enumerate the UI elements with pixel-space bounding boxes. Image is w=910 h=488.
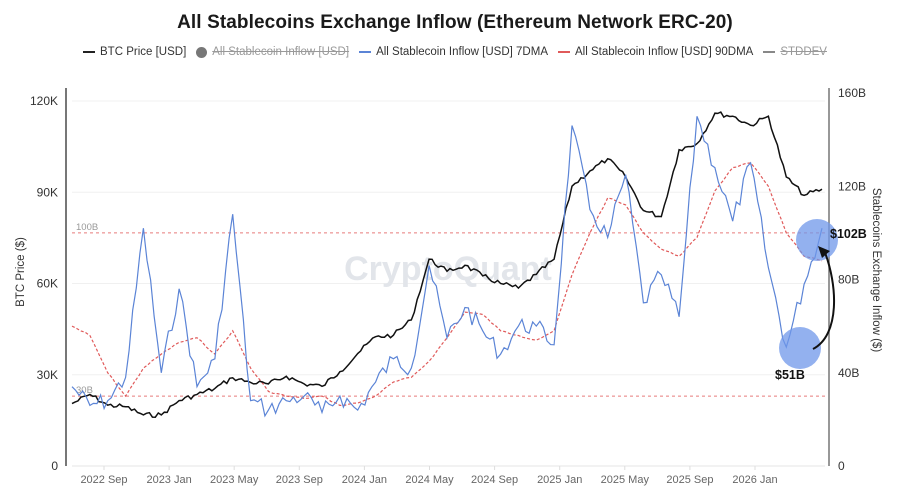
chart-legend: BTC Price [USD] All Stablecoin Inflow [U… [0, 46, 910, 58]
arrowhead-icon [818, 246, 830, 258]
highlight-circle-51b [779, 327, 821, 369]
legend-item-stddev[interactable]: STDDEV [763, 46, 827, 58]
left-y-tick-label: 0 [51, 459, 58, 473]
right-y-tick-label: 160B [838, 86, 866, 100]
watermark: CryptoQuant [344, 250, 552, 288]
x-tick-label: 2024 Jan [342, 474, 387, 486]
legend-item-btc-price[interactable]: BTC Price [USD] [83, 46, 186, 58]
right-y-tick-label: 40B [838, 366, 859, 380]
gridlines [72, 100, 825, 376]
solid-line-swatch-icon [763, 51, 776, 53]
legend-label: BTC Price [USD] [100, 46, 187, 58]
right-y-axis-title: Stablecoins Exchange Inflow ($) [870, 188, 882, 352]
circle-swatch-icon [196, 46, 208, 58]
legend-label: All Stablecoin Inflow [USD] 90DMA [575, 46, 754, 58]
legend-label: All Stablecoin Inflow [USD] [212, 46, 350, 58]
x-tick-label: 2024 Sep [471, 474, 518, 486]
annotations: $102B $51B [775, 219, 867, 382]
x-tick-label: 2023 May [210, 474, 259, 486]
series-inflow-7dma [71, 116, 823, 418]
x-tick-label: 2022 Sep [80, 474, 127, 486]
legend-label: All Stablecoin Inflow [USD] 7DMA [376, 46, 548, 58]
left-y-tick-label: 90K [37, 185, 58, 199]
x-tick-label: 2024 May [405, 474, 454, 486]
chart-title: All Stablecoins Exchange Inflow (Ethereu… [177, 12, 733, 33]
annotation-51b: $51B [775, 368, 805, 382]
x-axis-ticks: 2022 Sep 2023 Jan 2023 May 2023 Sep 2024 Jan… [80, 466, 778, 486]
x-tick-label: 2026 Jan [732, 474, 777, 486]
x-tick-label: 2023 Jan [146, 474, 191, 486]
legend-item-inflow-7dma[interactable]: All Stablecoin Inflow [USD] 7DMA [359, 46, 548, 58]
right-y-axis-ticks: 0 40B 80B 120B 160B [838, 86, 866, 473]
x-tick-label: 2025 May [601, 474, 650, 486]
arrow-line [812, 249, 836, 350]
solid-line-swatch-icon [359, 51, 372, 53]
x-tick-label: 2023 Sep [276, 474, 323, 486]
dashed-line-swatch-icon [558, 51, 570, 53]
annotation-102b: $102B [830, 227, 867, 241]
solid-line-swatch-icon [83, 51, 95, 53]
series-inflow-90dma [71, 162, 823, 406]
right-y-tick-label: 0 [838, 459, 845, 473]
legend-item-inflow-90dma[interactable]: All Stablecoin Inflow [USD] 90DMA [558, 46, 753, 58]
x-tick-label: 2025 Sep [666, 474, 713, 486]
reference-lines: 100B 30B [72, 222, 825, 397]
series-btc-price [71, 111, 823, 418]
legend-label: STDDEV [780, 46, 827, 58]
left-y-axis-ticks: 0 30K 60K 90K 120K [30, 94, 58, 473]
left-y-axis-title: BTC Price ($) [15, 237, 27, 307]
reference-line-label: 30B [76, 385, 93, 396]
left-y-tick-label: 120K [30, 94, 58, 108]
right-y-tick-label: 120B [838, 179, 866, 193]
left-y-tick-label: 30K [37, 368, 58, 382]
x-tick-label: 2025 Jan [537, 474, 582, 486]
left-y-tick-label: 60K [37, 277, 58, 291]
right-y-tick-label: 80B [838, 273, 859, 287]
legend-item-stablecoin-inflow[interactable]: All Stablecoin Inflow [USD] [196, 46, 349, 58]
reference-line-label: 100B [76, 222, 98, 233]
